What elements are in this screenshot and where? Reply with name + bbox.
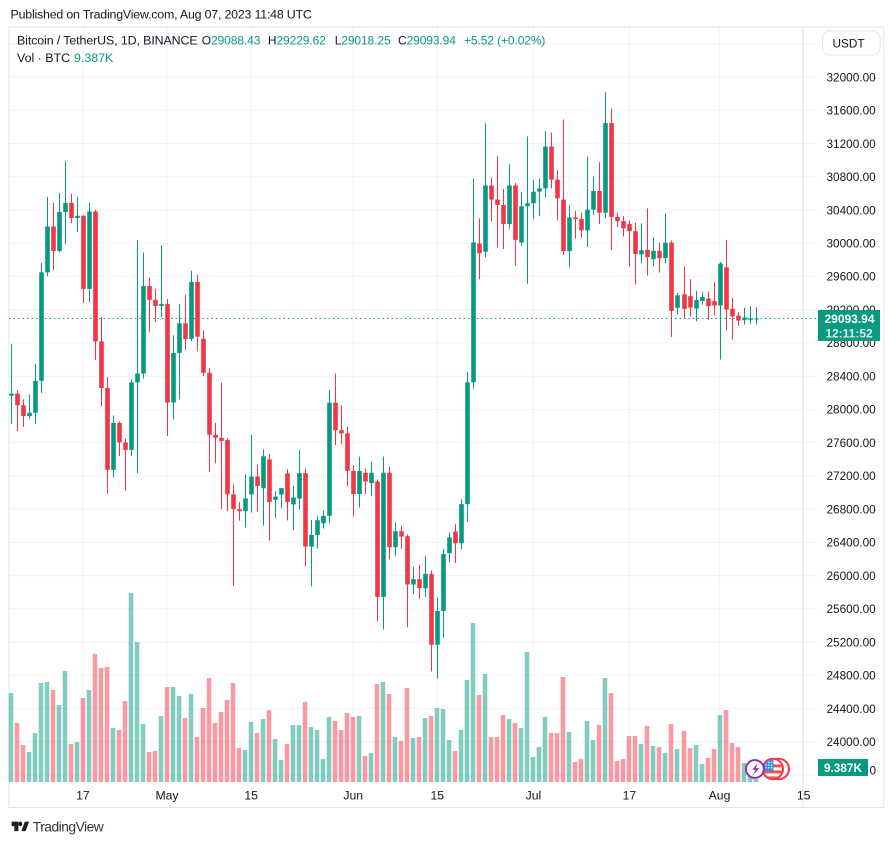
svg-text:32000.00: 32000.00 <box>827 70 877 84</box>
svg-text:17: 17 <box>76 789 90 803</box>
svg-text:USDT: USDT <box>832 36 864 50</box>
svg-text:15: 15 <box>797 789 811 803</box>
svg-text:12:11:52: 12:11:52 <box>825 326 873 340</box>
svg-text:17: 17 <box>623 789 637 803</box>
svg-text:31200.00: 31200.00 <box>827 137 877 151</box>
svg-text:30400.00: 30400.00 <box>827 203 877 217</box>
svg-text:30800.00: 30800.00 <box>827 170 877 184</box>
svg-text:0: 0 <box>870 763 877 777</box>
svg-text:29093.94: 29093.94 <box>824 312 874 326</box>
svg-text:27600.00: 27600.00 <box>827 436 877 450</box>
svg-text:Bitcoin / TetherUS, 1D, BINANC: Bitcoin / TetherUS, 1D, BINANCE <box>17 34 198 48</box>
svg-text:24000.00: 24000.00 <box>827 735 877 749</box>
svg-text:26800.00: 26800.00 <box>827 502 877 516</box>
svg-text:27200.00: 27200.00 <box>827 469 877 483</box>
svg-text:May: May <box>155 789 179 803</box>
svg-text:28400.00: 28400.00 <box>827 370 877 384</box>
svg-text:28000.00: 28000.00 <box>827 403 877 417</box>
svg-text:24400.00: 24400.00 <box>827 702 877 716</box>
svg-text:30000.00: 30000.00 <box>827 237 877 251</box>
svg-text:29600.00: 29600.00 <box>827 270 877 284</box>
svg-text:9.387K: 9.387K <box>824 761 863 775</box>
svg-text:TradingView: TradingView <box>33 819 104 834</box>
svg-text:31600.00: 31600.00 <box>827 104 877 118</box>
svg-text:15: 15 <box>431 789 445 803</box>
svg-text:15: 15 <box>244 789 258 803</box>
svg-text:25200.00: 25200.00 <box>827 635 877 649</box>
svg-text:Published on TradingView.com,: Published on TradingView.com, Aug 07, 20… <box>11 8 312 22</box>
svg-text:Jun: Jun <box>343 789 363 803</box>
svg-text:26400.00: 26400.00 <box>827 536 877 550</box>
svg-text:Aug: Aug <box>709 789 731 803</box>
svg-text:Jul: Jul <box>526 789 542 803</box>
svg-text:9.387K: 9.387K <box>74 51 114 65</box>
svg-text:25600.00: 25600.00 <box>827 602 877 616</box>
svg-text:24800.00: 24800.00 <box>827 669 877 683</box>
svg-text:Vol · BTC: Vol · BTC <box>17 51 70 65</box>
svg-text:26000.00: 26000.00 <box>827 569 877 583</box>
